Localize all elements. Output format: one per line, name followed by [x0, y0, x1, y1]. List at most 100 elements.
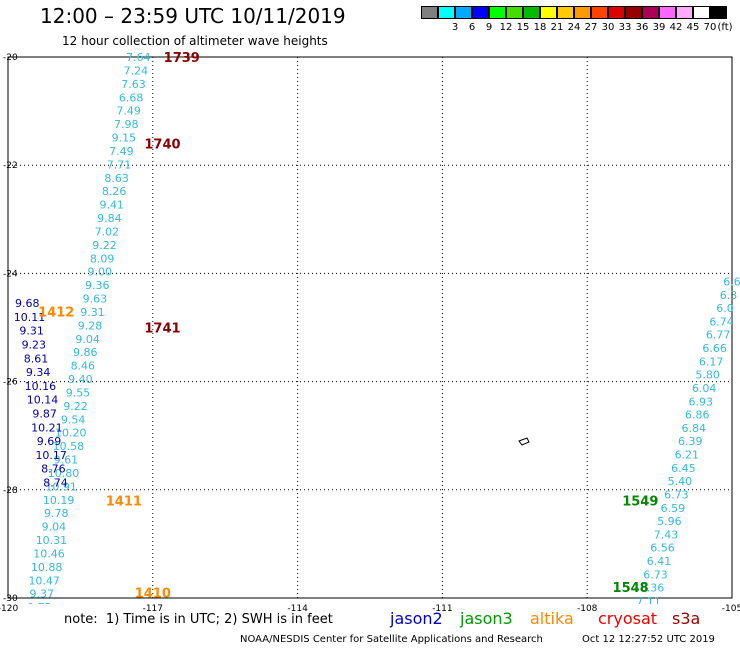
wave-height-value: 6.73	[664, 488, 689, 501]
wave-height-value: 9.36	[85, 279, 110, 292]
wave-height-value: 6.66	[702, 342, 727, 355]
wave-height-value: 6.73	[643, 568, 668, 581]
colorbar-swatch	[591, 6, 608, 19]
wave-height-value: 7.49	[109, 145, 134, 158]
colorbar-label: 12	[499, 22, 513, 33]
wave-height-value: 10.16	[25, 380, 57, 393]
wave-height-value: 10.88	[31, 561, 63, 574]
colorbar-label: 6	[468, 22, 476, 33]
wave-height-value: 9.37	[30, 588, 55, 601]
wave-height-value: 7.98	[114, 118, 139, 131]
colorbar-swatch	[608, 6, 625, 19]
lat-tick-label: -22	[3, 161, 18, 171]
wave-height-value: 6.93	[688, 395, 713, 408]
wave-height-value: 9.75	[27, 601, 52, 614]
wave-height-value: 10.31	[36, 534, 68, 547]
colorbar-swatch	[710, 6, 727, 19]
chart-subtitle: 12 hour collection of altimeter wave hei…	[62, 34, 328, 48]
colorbar-label: 42	[669, 22, 683, 33]
colorbar-swatch	[421, 6, 438, 19]
lon-tick-label: -105	[722, 604, 740, 614]
lon-tick-label: -108	[577, 604, 598, 614]
wave-height-value: 10.46	[33, 547, 65, 560]
wave-height-value: 7.63	[121, 78, 146, 91]
colorbar-swatch	[455, 6, 472, 19]
chart-title: 12:00 – 23:59 UTC 10/11/2019	[40, 4, 346, 28]
wave-height-value: 9.87	[32, 408, 57, 421]
island-outline	[518, 437, 530, 446]
wave-height-value: 10.47	[28, 574, 60, 587]
wave-height-value: 8.63	[104, 172, 129, 185]
wave-height-value: 9.61	[54, 454, 79, 467]
colorbar-swatch	[659, 6, 676, 19]
wave-height-value: 10.91	[45, 480, 77, 493]
wave-height-value: 8.76	[41, 463, 66, 476]
lat-tick-label: -30	[3, 594, 18, 604]
colorbar-label: 3	[451, 22, 459, 33]
wave-height-value: 9.31	[80, 306, 105, 319]
wave-height-value: 6.56	[650, 542, 675, 555]
footer-note: note: 1) Time is in UTC; 2) SWH is in fe…	[64, 612, 333, 627]
lon-tick-label: -111	[432, 604, 452, 614]
wave-height-value: 10.19	[43, 494, 75, 507]
wave-height-value: 10.80	[48, 467, 80, 480]
wave-height-value: 6.21	[675, 449, 700, 462]
colorbar-label: 18	[533, 22, 547, 33]
lat-tick-label: -28	[3, 486, 18, 496]
wave-height-value: 10.67	[21, 615, 53, 628]
pass-number-label: 1411	[106, 495, 142, 510]
wave-height-value: 9.63	[83, 293, 108, 306]
wave-height-value: 6.39	[678, 435, 703, 448]
colorbar-swatch	[523, 6, 540, 19]
wave-height-value: 10.17	[35, 449, 67, 462]
colorbar-swatch	[540, 6, 557, 19]
wave-height-value: 6.45	[671, 462, 696, 475]
wave-height-value: 6.3	[720, 289, 738, 302]
legend-item-cryosat: cryosat	[598, 609, 658, 628]
colorbar-swatch	[438, 6, 455, 19]
colorbar-label: 21	[550, 22, 564, 33]
wave-height-value: 6.59	[661, 502, 686, 515]
wave-height-value: 9.69	[37, 435, 62, 448]
generated-timestamp: Oct 12 12:27:52 UTC 2019	[582, 634, 715, 645]
lat-tick-label: -26	[3, 378, 18, 388]
pass-number-label: 1412	[38, 305, 74, 320]
colorbar-label: 27	[584, 22, 598, 33]
lat-tick-label: -24	[3, 269, 18, 279]
wave-height-value: 7.71	[107, 158, 132, 171]
wave-height-value: 9.22	[63, 400, 88, 413]
colorbar-swatch	[625, 6, 642, 19]
colorbar-label: 30	[601, 22, 615, 33]
map-frame	[7, 56, 733, 599]
wave-height-value: 10.14	[27, 394, 59, 407]
pass-number-label: 1548	[613, 581, 649, 596]
colorbar-swatch	[472, 6, 489, 19]
colorbar-swatch	[676, 6, 693, 19]
wave-height-value: 6.41	[647, 555, 672, 568]
colorbar-swatch	[693, 6, 710, 19]
wave-height-value: 9.23	[22, 339, 47, 352]
colorbar-label: 45	[686, 22, 700, 33]
legend-item-s3a: s3a	[672, 609, 701, 628]
wave-height-value: 5.80	[695, 369, 720, 382]
lat-tick-label: -20	[3, 53, 18, 63]
colorbar-label: 15	[516, 22, 530, 33]
wave-height-value: 9.68	[15, 297, 40, 310]
wave-height-value: 7.11	[636, 595, 661, 608]
wave-height-value: 9.86	[73, 346, 98, 359]
pass-number-label: 1549	[622, 495, 658, 510]
colorbar-swatch	[489, 6, 506, 19]
wave-height-value: 9.41	[100, 199, 125, 212]
legend-item-jason3: jason3	[460, 609, 513, 628]
wave-height-value: 8.74	[43, 476, 68, 489]
wave-height-value: 8.61	[24, 352, 49, 365]
colorbar-swatch	[574, 6, 591, 19]
wave-height-value: 9.00	[87, 266, 112, 279]
wave-height-value: 10.11	[14, 311, 46, 324]
wave-height-value: 9.55	[66, 386, 91, 399]
wave-height-value: 10.58	[53, 440, 85, 453]
wave-height-value: 6.86	[685, 409, 710, 422]
colorbar-swatch	[642, 6, 659, 19]
lon-tick-label: -117	[143, 604, 163, 614]
lon-tick-label: -114	[287, 604, 308, 614]
